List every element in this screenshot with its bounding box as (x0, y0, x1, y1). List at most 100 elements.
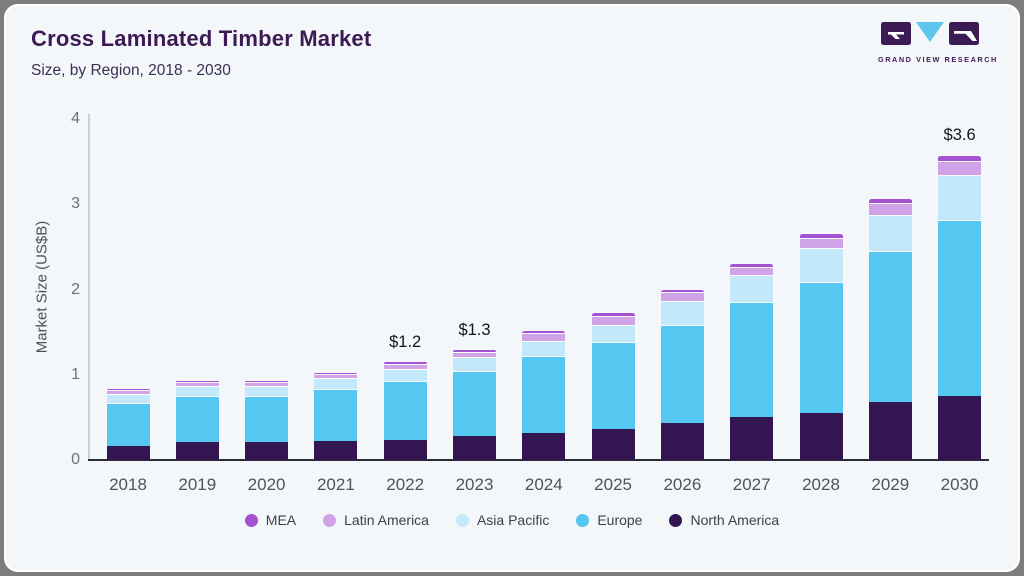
legend-label: Asia Pacific (476, 512, 550, 528)
bar-segment-north-america (175, 442, 219, 460)
legend-dot-icon (244, 513, 258, 527)
x-tick-label: 2029 (871, 475, 910, 494)
bar-segment-latin-america (799, 237, 843, 248)
bar-segment-north-america (106, 445, 150, 460)
bar-segment-north-america (868, 402, 912, 460)
bar-segment-europe (868, 251, 912, 403)
bar-segment-mea (799, 233, 843, 238)
bar-segment-mea (868, 197, 912, 203)
bar-segment-asia-pacific (660, 300, 704, 325)
x-tick-label: 2023 (455, 475, 494, 494)
bar-segment-asia-pacific (245, 385, 289, 397)
x-tick-label: 2027 (732, 475, 771, 494)
y-axis-line (88, 114, 90, 460)
bar-total-label: $3.6 (943, 125, 976, 144)
bar-total-label: $1.3 (458, 321, 491, 340)
bar-segment-asia-pacific (868, 215, 912, 252)
x-tick-label: 2024 (524, 475, 563, 494)
bar-segment-europe (591, 341, 635, 430)
x-tick-label: 2028 (802, 475, 840, 494)
bar-segment-mea (175, 380, 219, 382)
bar-segment-latin-america (245, 381, 289, 386)
bar-segment-europe (453, 370, 496, 437)
bar-segment-latin-america (730, 266, 774, 276)
legend-item-europe: Europe (576, 512, 642, 528)
y-tick-label: 4 (71, 110, 80, 128)
legend-item-latin-america: Latin America (323, 512, 429, 528)
bar-segment-asia-pacific (938, 174, 982, 220)
bar-segment-latin-america (453, 351, 496, 357)
bar-segment-mea (591, 311, 635, 316)
legend-label: North America (690, 512, 780, 528)
bar-segment-asia-pacific (799, 247, 843, 282)
bar-segment-europe (314, 389, 358, 442)
x-axis-line (88, 459, 989, 461)
bar-segment-mea (730, 263, 774, 267)
bar-segment-asia-pacific (175, 385, 219, 397)
bar-segment-europe (522, 356, 566, 433)
page-subtitle: Size, by Region, 2018 - 2030 (31, 62, 231, 79)
bar-segment-latin-america (868, 202, 912, 216)
bar-segment-mea (383, 362, 427, 364)
y-tick-label: 2 (71, 280, 80, 298)
bar-segment-latin-america (175, 381, 219, 386)
bar-segment-asia-pacific (591, 325, 635, 342)
bar-segment-mea (660, 288, 704, 293)
chart-legend: MEA Latin America Asia Pacific Europe North … (4, 512, 1020, 528)
bar-segment-latin-america (660, 292, 704, 301)
bar-segment-mea (245, 380, 289, 382)
bar-segment-latin-america (522, 333, 566, 341)
legend-label: Latin America (344, 512, 429, 528)
legend-label: Europe (597, 512, 643, 528)
bar-segment-europe (660, 324, 704, 424)
legend-dot-icon (669, 513, 683, 527)
bar-segment-north-america (591, 429, 635, 460)
legend-dot-icon (576, 513, 590, 527)
bar-segment-north-america (660, 423, 704, 460)
legend-item-asia-pacific: Asia Pacific (455, 512, 550, 528)
x-tick-label: 2022 (386, 475, 425, 494)
bar-segment-north-america (383, 439, 427, 460)
bar-segment-north-america (730, 417, 774, 460)
legend-dot-icon (323, 513, 337, 527)
bar-segment-europe (383, 380, 427, 440)
bar-segment-asia-pacific (314, 378, 358, 390)
y-tick-label: 1 (71, 365, 80, 383)
legend-dot-icon (455, 513, 469, 527)
legend-item-north-america: North America (669, 512, 779, 528)
bar-segment-mea (938, 154, 982, 161)
x-tick-label: 2025 (594, 475, 632, 494)
bar-segment-latin-america (314, 373, 358, 379)
x-tick-label: 2026 (663, 475, 702, 494)
page-title: Cross Laminated Timber Market (31, 26, 372, 51)
bar-segment-europe (730, 302, 774, 418)
x-tick-label: 2018 (109, 475, 147, 494)
x-tick-label: 2019 (178, 475, 217, 494)
bar-segment-asia-pacific (522, 340, 566, 357)
bar-segment-europe (106, 402, 150, 446)
x-tick-label: 2021 (316, 475, 355, 494)
bar-segment-mea (106, 389, 150, 391)
bar-segment-mea (522, 329, 566, 334)
bar-segment-north-america (245, 442, 289, 460)
bar-segment-asia-pacific (730, 275, 774, 303)
bar-segment-latin-america (591, 316, 635, 326)
bar-segment-north-america (522, 432, 566, 460)
gvr-logo-icon (881, 22, 979, 45)
bar-segment-latin-america (383, 363, 427, 369)
bar-segment-europe (938, 219, 982, 397)
bar-segment-europe (245, 396, 289, 443)
bar-segment-mea (453, 350, 496, 352)
logo-caption: GRAND VIEW RESEARCH (878, 55, 998, 64)
grand-view-research-logo: GRAND VIEW RESEARCH (878, 22, 998, 64)
bar-segment-asia-pacific (383, 368, 427, 381)
bar-segment-europe (799, 281, 843, 414)
legend-item-mea: MEA (244, 512, 297, 528)
bar-segment-north-america (314, 441, 358, 460)
legend-label: MEA (265, 512, 297, 528)
bar-segment-north-america (453, 436, 496, 460)
bar-segment-europe (175, 396, 219, 443)
bar-segment-latin-america (938, 160, 982, 175)
y-tick-label: 0 (71, 451, 80, 468)
